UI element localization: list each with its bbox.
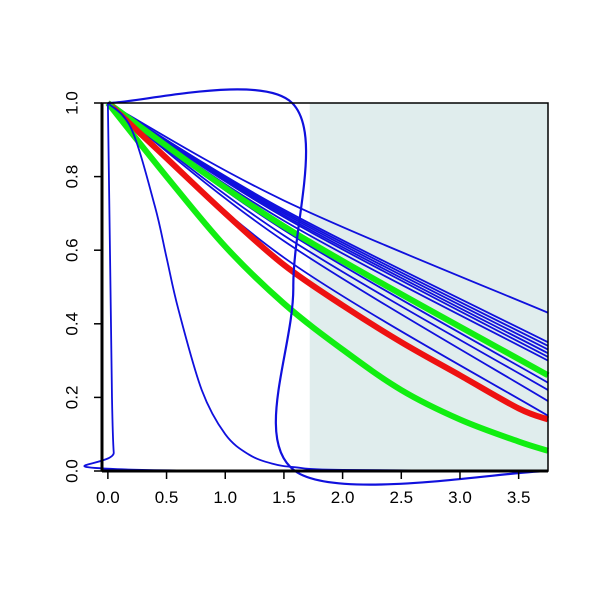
axes: 0.0 0.5 1.0 1.5 2.0 2.5 3.0 3.5 0.0 0.2 0.4 0.6 0.8 1… xyxy=(63,91,549,507)
series-line-15 xyxy=(107,102,549,472)
x-tick-label: 0.0 xyxy=(96,488,120,507)
x-tick-label: 2.5 xyxy=(389,488,413,507)
y-tick-label: 0.0 xyxy=(63,459,82,483)
series-line-10 xyxy=(107,102,549,402)
y-tick-label: 0.8 xyxy=(63,165,82,189)
x-tick-label: 3.0 xyxy=(448,488,472,507)
x-tick-label: 3.5 xyxy=(507,488,531,507)
series-line-12 xyxy=(106,100,550,378)
x-tick-label: 1.5 xyxy=(272,488,296,507)
y-tick-label: 0.4 xyxy=(63,312,82,336)
x-tick-label: 1.0 xyxy=(213,488,237,507)
series-line-1 xyxy=(107,102,549,314)
y-tick-label: 1.0 xyxy=(63,91,82,115)
x-tick-label: 2.0 xyxy=(331,488,355,507)
x-tick-label: 0.5 xyxy=(155,488,179,507)
series-layer xyxy=(83,88,550,486)
y-tick-label: 0.6 xyxy=(63,238,82,262)
series-line-17 xyxy=(107,88,549,486)
y-tick-label: 0.2 xyxy=(63,386,82,410)
series-line-13 xyxy=(105,100,550,423)
series-line-14 xyxy=(105,101,549,454)
